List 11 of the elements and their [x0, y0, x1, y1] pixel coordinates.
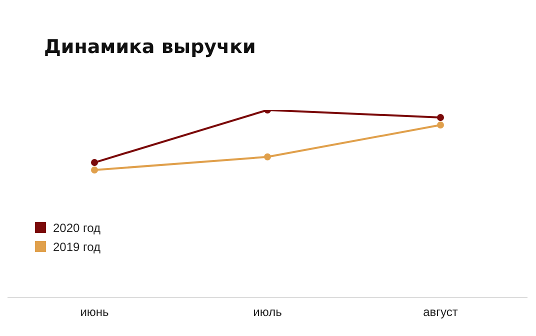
point [437, 114, 444, 122]
x-tick-label: август [423, 305, 458, 320]
point [91, 159, 98, 166]
chart-title: Динамика выручки [44, 36, 256, 58]
legend-label: 2020 год [53, 220, 101, 234]
legend-label: 2019 год [53, 240, 101, 254]
x-tick-label: июнь [80, 305, 109, 320]
point [91, 166, 98, 174]
x-tick-label: июль [253, 305, 282, 320]
point [264, 153, 271, 160]
point [437, 122, 444, 129]
